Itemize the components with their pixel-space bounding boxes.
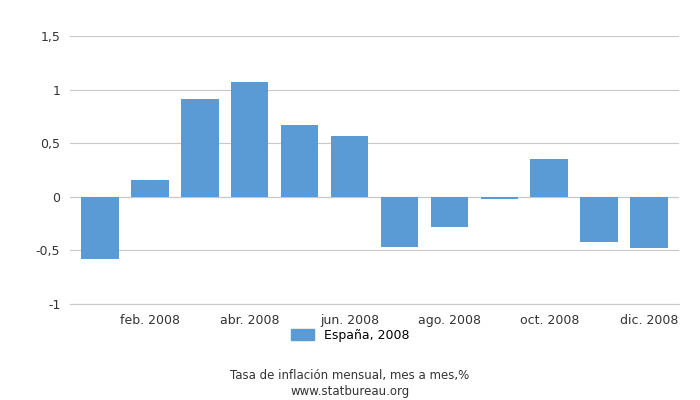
Bar [381,197,418,247]
Bar [630,197,668,248]
Bar [580,197,618,242]
Bar [531,159,568,197]
Bar [131,180,169,197]
Bar [81,197,119,259]
Bar [231,82,268,197]
Legend: España, 2008: España, 2008 [291,329,409,342]
Text: www.statbureau.org: www.statbureau.org [290,386,410,398]
Bar [331,136,368,197]
Bar [481,197,518,199]
Bar [281,125,318,197]
Bar [430,197,468,227]
Text: Tasa de inflación mensual, mes a mes,%: Tasa de inflación mensual, mes a mes,% [230,370,470,382]
Bar [181,99,218,197]
